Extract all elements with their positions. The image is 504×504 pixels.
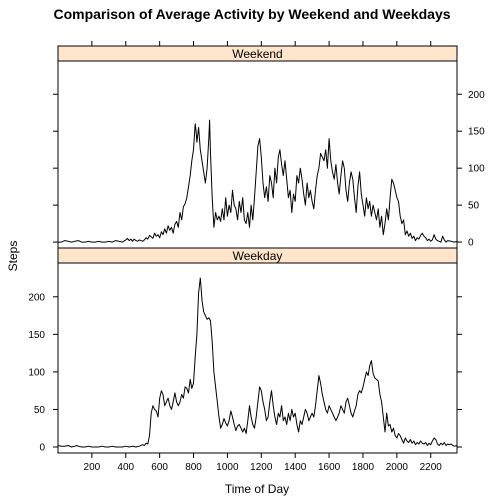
- x-tick-label: 2000: [386, 462, 409, 473]
- y-tick-label: 150: [28, 330, 45, 341]
- y-tick-label: 50: [468, 201, 480, 212]
- x-tick-label: 1400: [284, 462, 307, 473]
- x-tick-label: 200: [84, 462, 101, 473]
- x-tick-label: 800: [185, 462, 202, 473]
- series-line-weekend: [58, 119, 458, 243]
- x-axis-ticks: 200 400 600 800 1000 1200 1400 1600 1800 2000 2200: [84, 41, 443, 473]
- chart-title: Comparison of Average Activity by Weeken…: [53, 6, 450, 22]
- strip-label-weekday: Weekday: [233, 249, 283, 263]
- x-tick-label: 2200: [420, 462, 443, 473]
- y-tick-label: 50: [34, 405, 46, 416]
- y-tick-label: 100: [468, 164, 485, 175]
- x-tick-label: 1200: [250, 462, 273, 473]
- y-tick-label: 200: [28, 292, 45, 303]
- panel-weekday: Weekday 0 50 100 150 200: [28, 247, 462, 454]
- y-tick-label: 200: [468, 90, 485, 101]
- y-axis-label: Steps: [6, 241, 20, 272]
- x-tick-label: 1800: [352, 462, 375, 473]
- y-tick-label: 0: [468, 238, 474, 249]
- x-axis-label: Time of Day: [225, 482, 289, 496]
- x-tick-label: 1600: [318, 462, 341, 473]
- panel-weekend: Weekend 0 50 100 150 200: [53, 45, 485, 249]
- strip-label-weekend: Weekend: [232, 47, 282, 61]
- panel-frame-weekday: [57, 262, 458, 454]
- y-tick-label: 0: [39, 442, 45, 453]
- series-line-weekday: [57, 277, 458, 448]
- x-tick-label: 600: [151, 462, 168, 473]
- panels: Weekend 0 50 100 150 200 Weekday 0 50 100 150 200: [28, 45, 485, 454]
- y-tick-label: 100: [28, 367, 45, 378]
- x-tick-label: 400: [117, 462, 134, 473]
- y-tick-label: 150: [468, 127, 485, 138]
- x-tick-label: 1000: [216, 462, 239, 473]
